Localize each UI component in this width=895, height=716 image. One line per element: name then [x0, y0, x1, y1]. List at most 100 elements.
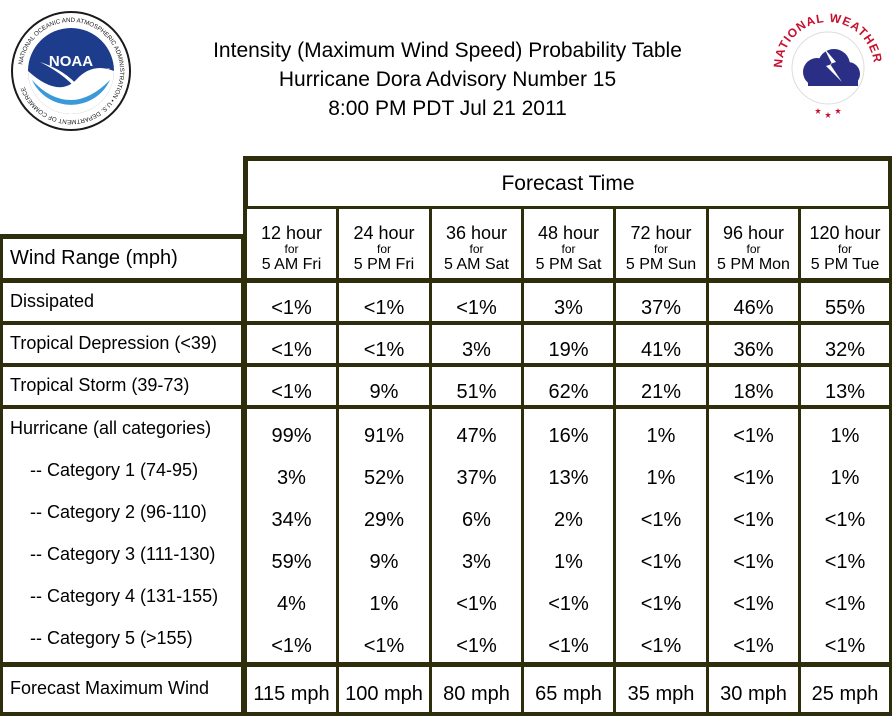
max-wind-cell: 25 mph [801, 667, 889, 712]
column-header-6: 96 hour for 5 PM Mon [709, 209, 798, 278]
probability-value: 32% [824, 339, 866, 361]
column-header-4: 48 hour for 5 PM Sat [524, 209, 613, 278]
probability-value: 99% [271, 425, 312, 447]
probability-value: <1% [456, 593, 497, 615]
hurricane-column-block [616, 409, 706, 662]
probability-value: 52% [363, 467, 405, 489]
probability-value: 3% [277, 467, 306, 489]
column-hour: 12 hour [260, 223, 323, 243]
column-hour: 120 hour [809, 223, 881, 243]
category-label: -- Category 1 (74-95) [30, 460, 199, 480]
probability-value: <1% [271, 297, 312, 319]
column-header-2: 24 hour for 5 PM Fri [339, 209, 429, 278]
probability-value: 4% [277, 593, 306, 615]
column-hour: 72 hour [630, 223, 692, 243]
probability-value: 6% [462, 509, 491, 531]
probability-value: 91% [363, 425, 405, 447]
value-cell: 46% [709, 283, 798, 321]
probability-value: <1% [271, 339, 312, 361]
category-label: -- Category 3 (111-130) [30, 544, 216, 564]
probability-value: <1% [548, 593, 589, 615]
header: NOAA NATIONAL OCEANIC AND ATMOSPHERIC AD… [0, 0, 895, 150]
max-wind-value: 100 mph [345, 683, 423, 705]
nws-logo: NATIONAL WEATHER SERVICE [772, 10, 884, 122]
probability-value: <1% [271, 635, 312, 657]
probability-value: 1% [646, 425, 676, 447]
max-wind-cell: 80 mph [432, 667, 521, 712]
noaa-logo-text: NOAA [49, 53, 93, 70]
value-cell: 55% [801, 283, 889, 321]
value-cell: <1% [339, 283, 429, 321]
probability-value: 1% [646, 467, 676, 489]
title-line-1: Intensity (Maximum Wind Speed) Probabili… [213, 39, 682, 62]
probability-value: 3% [554, 297, 583, 319]
value-cell: 41% [616, 325, 706, 363]
probability-value: 51% [456, 381, 497, 403]
column-header-5: 72 hour for 5 PM Sun [616, 209, 706, 278]
row-label: Dissipated [10, 291, 95, 311]
probability-value: <1% [733, 509, 774, 531]
probability-value: <1% [640, 593, 682, 615]
category-label: -- Category 2 (96-110) [30, 502, 207, 522]
probability-value: <1% [363, 635, 405, 657]
column-time: 5 PM Mon [717, 256, 790, 273]
wind-range-label: Wind Range (mph) [10, 247, 178, 269]
column-for: for [469, 242, 484, 256]
probability-value: <1% [824, 593, 866, 615]
row-label-cell: Tropical Storm (39-73) [3, 367, 241, 405]
hurricane-label: Hurricane (all categories) [10, 418, 212, 438]
probability-value: <1% [824, 551, 866, 573]
probability-value: 37% [456, 467, 497, 489]
column-hour: 48 hour [537, 223, 600, 243]
value-cell: <1% [247, 283, 336, 321]
column-for: for [376, 242, 391, 256]
probability-value: 3% [462, 339, 491, 361]
probability-value: <1% [733, 467, 774, 489]
probability-value: <1% [824, 509, 866, 531]
probability-value: 21% [640, 381, 682, 403]
column-time: 5 AM Fri [261, 256, 322, 273]
probability-value: <1% [363, 339, 405, 361]
probability-value: 9% [369, 551, 399, 573]
column-header-3: 36 hour for 5 AM Sat [432, 209, 521, 278]
title-line-3: 8:00 PM PDT Jul 21 2011 [328, 97, 567, 120]
max-wind-value: 30 mph [720, 683, 787, 705]
wind-range-header: Wind Range (mph) [3, 239, 241, 278]
value-cell: <1% [247, 325, 336, 363]
probability-value: 3% [462, 551, 491, 573]
column-hour: 24 hour [353, 223, 415, 243]
probability-value: 1% [830, 425, 860, 447]
value-cell: <1% [432, 283, 521, 321]
probability-value: <1% [640, 635, 682, 657]
probability-value: <1% [824, 635, 866, 657]
value-cell: 36% [709, 325, 798, 363]
column-time: 5 PM Sun [625, 256, 697, 273]
value-cell: 3% [432, 325, 521, 363]
probability-value: <1% [548, 635, 589, 657]
probability-value: 1% [369, 593, 399, 615]
max-wind-cell: 100 mph [339, 667, 429, 712]
probability-value: 13% [548, 467, 589, 489]
value-cell: 9% [339, 367, 429, 405]
probability-value: <1% [456, 635, 497, 657]
column-header-7: 120 hour for 5 PM Tue [801, 209, 889, 278]
row-label: Tropical Depression (<39) [10, 333, 217, 353]
max-wind-value: 115 mph [253, 683, 330, 705]
max-wind-value: 25 mph [811, 683, 879, 705]
value-cell: 18% [709, 367, 798, 405]
max-wind-value: 35 mph [627, 683, 695, 705]
hurricane-column-block [432, 409, 521, 662]
probability-value: <1% [640, 509, 682, 531]
row-label-cell: Tropical Depression (<39) [3, 325, 241, 363]
value-cell: 37% [616, 283, 706, 321]
probability-value: 19% [548, 339, 589, 361]
category-label: -- Category 4 (131-155) [30, 586, 219, 606]
hurricane-column-block [801, 409, 889, 662]
hurricane-column-block [709, 409, 798, 662]
max-wind-value: 80 mph [443, 683, 510, 705]
value-cell: 3% [524, 283, 613, 321]
probability-value: <1% [733, 593, 774, 615]
column-time: 5 PM Fri [353, 256, 415, 273]
hurricane-column-block [247, 409, 336, 662]
probability-value: 34% [271, 509, 312, 531]
